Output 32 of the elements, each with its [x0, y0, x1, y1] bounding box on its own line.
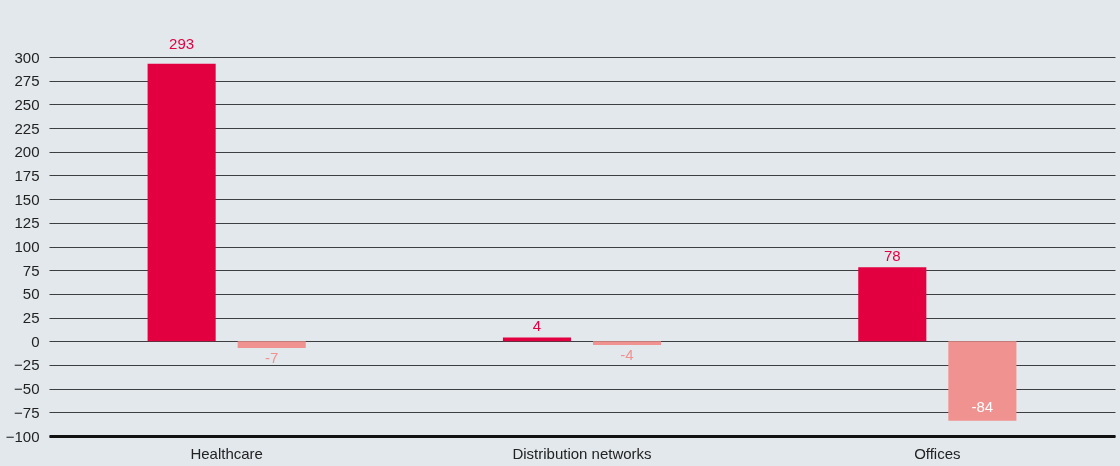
data-label: 78: [883, 247, 901, 265]
y-tick-label: −100: [5, 427, 40, 445]
y-tick-label: −50: [14, 380, 40, 398]
data-label: -7: [265, 348, 279, 366]
bar: [948, 341, 1017, 421]
y-tick-label: 0: [31, 332, 40, 350]
y-tick-label: 200: [14, 143, 40, 161]
y-tick-label: 275: [14, 72, 40, 90]
x-tick-label: Offices: [914, 444, 961, 462]
y-tick-label: 175: [14, 166, 40, 184]
y-tick-label: −75: [14, 403, 40, 421]
y-tick-label: −25: [14, 356, 40, 374]
y-tick-label: 75: [22, 261, 40, 279]
bar: [858, 267, 927, 342]
x-tick-label: Distribution networks: [512, 444, 652, 462]
data-label: 4: [532, 317, 542, 335]
y-tick-label: 25: [22, 309, 40, 327]
y-tick-label: 100: [14, 238, 40, 255]
data-label: 293: [169, 34, 195, 52]
x-tick-label: Healthcare: [190, 444, 263, 462]
y-tick-label: 225: [14, 119, 40, 137]
data-label: -4: [620, 346, 634, 364]
bar: [237, 341, 306, 348]
y-tick-label: 300: [14, 48, 40, 66]
bar: [502, 337, 572, 342]
y-tick-label: 125: [14, 214, 40, 232]
bar: [147, 63, 216, 342]
y-tick-label: 50: [22, 285, 40, 303]
y-tick-label: 150: [14, 190, 40, 208]
y-tick-label: 250: [14, 95, 40, 113]
data-label: -84: [971, 397, 994, 415]
bar: [592, 341, 662, 346]
